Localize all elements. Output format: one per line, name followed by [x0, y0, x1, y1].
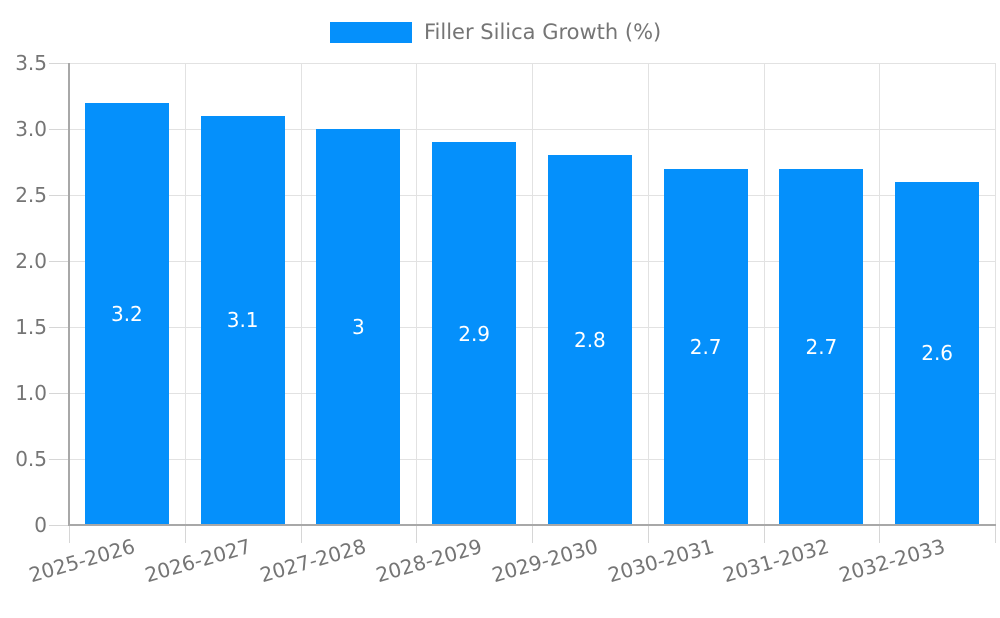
- bar-value-label: 3.2: [110, 301, 143, 326]
- y-axis-line: [68, 63, 70, 525]
- x-axis-line: [68, 524, 996, 526]
- x-axis-tick: [647, 525, 649, 543]
- x-axis-tick: [532, 525, 533, 543]
- bar[interactable]: [547, 155, 632, 525]
- bar-value-label: 3.1: [226, 308, 259, 333]
- bar-value-label: 2.9: [458, 321, 491, 346]
- v-gridline: [763, 63, 765, 525]
- y-axis-tick: [49, 129, 69, 130]
- bar-value-label: 2.8: [573, 328, 606, 353]
- bar[interactable]: [200, 115, 285, 525]
- bar[interactable]: [663, 168, 748, 525]
- x-axis-tick: [416, 525, 418, 543]
- y-axis-tick-label: 1.0: [15, 381, 47, 405]
- y-axis-tick-label: 0: [34, 513, 47, 537]
- v-gridline: [995, 63, 996, 525]
- x-axis-tick: [763, 525, 765, 543]
- y-axis-tick-label: 2.0: [15, 249, 47, 273]
- legend-swatch: [330, 22, 412, 43]
- y-axis-tick-label: 0.5: [15, 447, 47, 471]
- y-axis-tick: [49, 327, 69, 328]
- bar[interactable]: [84, 102, 169, 525]
- v-gridline: [300, 63, 302, 525]
- legend-label: Filler Silica Growth (%): [424, 20, 662, 44]
- v-gridline: [647, 63, 649, 525]
- x-axis-tick: [184, 525, 186, 543]
- x-axis-tick: [69, 525, 70, 543]
- y-axis-tick: [49, 261, 69, 262]
- y-axis-tick: [49, 393, 69, 394]
- y-axis-tick: [49, 195, 69, 196]
- v-gridline: [184, 63, 186, 525]
- bar-chart: Filler Silica Growth (%) 0 0.5 1.0 1.5 2.0 2.…: [15, 21, 996, 588]
- y-axis-tick-label: 3.0: [15, 117, 47, 141]
- v-gridline: [416, 63, 418, 525]
- bar[interactable]: [895, 181, 980, 525]
- bar-value-label: 2.6: [921, 341, 954, 366]
- y-axis-tick: [49, 459, 69, 460]
- v-gridline: [532, 63, 533, 525]
- x-axis-tick: [300, 525, 302, 543]
- bar-value-label: 3: [352, 315, 365, 339]
- bar-value-label: 2.7: [805, 334, 838, 359]
- v-gridline: [879, 63, 881, 525]
- x-axis-tick: [995, 525, 996, 543]
- y-axis-tick-label: 2.5: [15, 183, 47, 207]
- bar-value-label: 2.7: [689, 334, 722, 359]
- legend-item[interactable]: Filler Silica Growth (%): [330, 22, 661, 43]
- x-axis-tick: [879, 525, 881, 543]
- y-axis-tick: [49, 525, 69, 526]
- y-axis-tick: [49, 63, 69, 64]
- y-axis-tick-label: 3.5: [15, 51, 47, 75]
- bar[interactable]: [779, 168, 864, 525]
- bar[interactable]: [316, 129, 401, 525]
- y-axis-tick-label: 1.5: [15, 315, 47, 339]
- bar[interactable]: [432, 142, 517, 525]
